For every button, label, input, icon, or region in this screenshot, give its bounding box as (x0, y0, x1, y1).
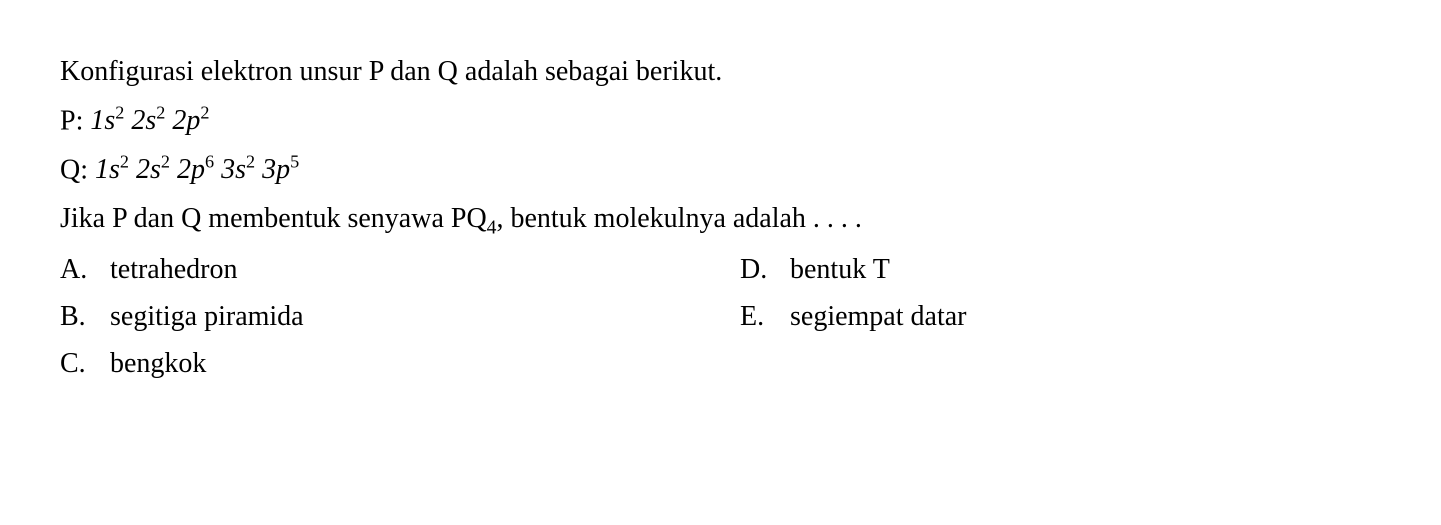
option-b-text: segitiga piramida (110, 295, 740, 340)
option-a: A. tetrahedron (60, 248, 740, 293)
option-e: E. segiempat datar (740, 295, 1381, 340)
option-a-letter: A. (60, 248, 110, 293)
options-left-column: A. tetrahedron B. segitiga piramida C. b… (60, 248, 740, 388)
option-d-letter: D. (740, 248, 790, 293)
option-e-text: segiempat datar (790, 295, 1381, 340)
option-d: D. bentuk T (740, 248, 1381, 293)
config-q-line: Q: 1s2 2s2 2p6 3s2 3p5 (60, 148, 1381, 193)
question-prompt: Jika P dan Q membentuk senyawa PQ4, bent… (60, 197, 1381, 244)
question-container: Konfigurasi elektron unsur P dan Q adala… (60, 50, 1381, 388)
option-e-letter: E. (740, 295, 790, 340)
options-container: A. tetrahedron B. segitiga piramida C. b… (60, 248, 1381, 388)
config-q-value: 1s2 2s2 2p6 3s2 3p5 (95, 154, 299, 185)
options-right-column: D. bentuk T E. segiempat datar (740, 248, 1381, 388)
config-p-value: 1s2 2s2 2p2 (90, 105, 209, 136)
option-c: C. bengkok (60, 342, 740, 387)
option-c-letter: C. (60, 342, 110, 387)
intro-text: Konfigurasi elektron unsur P dan Q adala… (60, 50, 1381, 95)
option-b: B. segitiga piramida (60, 295, 740, 340)
option-d-text: bentuk T (790, 248, 1381, 293)
config-p-label: P: (60, 105, 90, 136)
config-p-line: P: 1s2 2s2 2p2 (60, 99, 1381, 144)
option-c-text: bengkok (110, 342, 740, 387)
config-q-label: Q: (60, 154, 95, 185)
option-b-letter: B. (60, 295, 110, 340)
option-a-text: tetrahedron (110, 248, 740, 293)
